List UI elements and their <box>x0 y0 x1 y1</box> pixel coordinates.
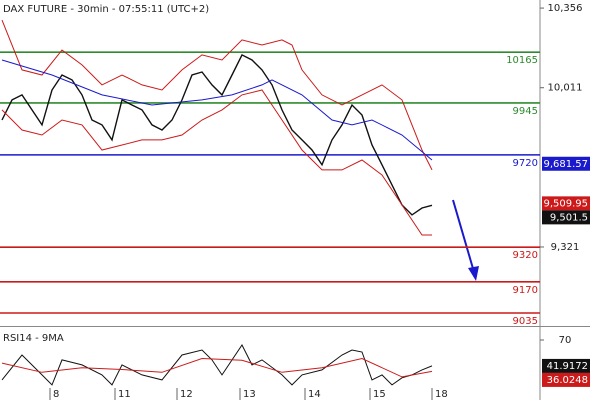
price-tag <box>542 210 590 225</box>
series-line <box>1 19 433 171</box>
level-label: 9170 <box>513 285 538 296</box>
y-tick-label: 70 <box>559 335 572 346</box>
level-label: 10165 <box>506 55 538 66</box>
y-tick-label: 9,321 <box>551 242 580 253</box>
x-tick-label: 14 <box>308 389 321 400</box>
level-label: 9320 <box>513 250 538 261</box>
price-tag-label: 36.0248 <box>547 375 588 386</box>
level-label: 9945 <box>513 106 538 117</box>
price-tag <box>542 196 590 211</box>
price-tag <box>542 372 590 387</box>
price-tag <box>542 156 590 171</box>
x-tick-label: 11 <box>118 389 131 400</box>
price-tag-label: 9,509.95 <box>543 198 588 209</box>
level-label: 9035 <box>513 316 538 327</box>
y-tick-label: 10,356 <box>548 3 583 14</box>
chart-title: DAX FUTURE - 30min - 07:55:11 (UTC+2) <box>3 4 209 15</box>
price-tag <box>542 358 590 373</box>
series-line <box>1 53 433 216</box>
arrow <box>452 199 479 281</box>
level-label: 9720 <box>513 158 538 169</box>
price-tag-label: 9,501.5 <box>550 212 588 223</box>
series-line <box>1 344 433 386</box>
x-tick-label: 12 <box>180 389 193 400</box>
y-tick-label: 10,011 <box>548 83 583 94</box>
x-tick-label: 18 <box>435 389 448 400</box>
series-line <box>1 59 433 161</box>
x-tick-label: 8 <box>53 389 59 400</box>
series-line <box>1 357 433 378</box>
x-tick-label: 13 <box>243 389 256 400</box>
series-line <box>1 89 432 236</box>
x-tick-label: 15 <box>373 389 386 400</box>
price-tag-label: 41.9172 <box>547 361 588 372</box>
rsi-title: RSI14 - 9MA <box>3 333 64 344</box>
price-tag-label: 9,681.57 <box>543 159 588 170</box>
